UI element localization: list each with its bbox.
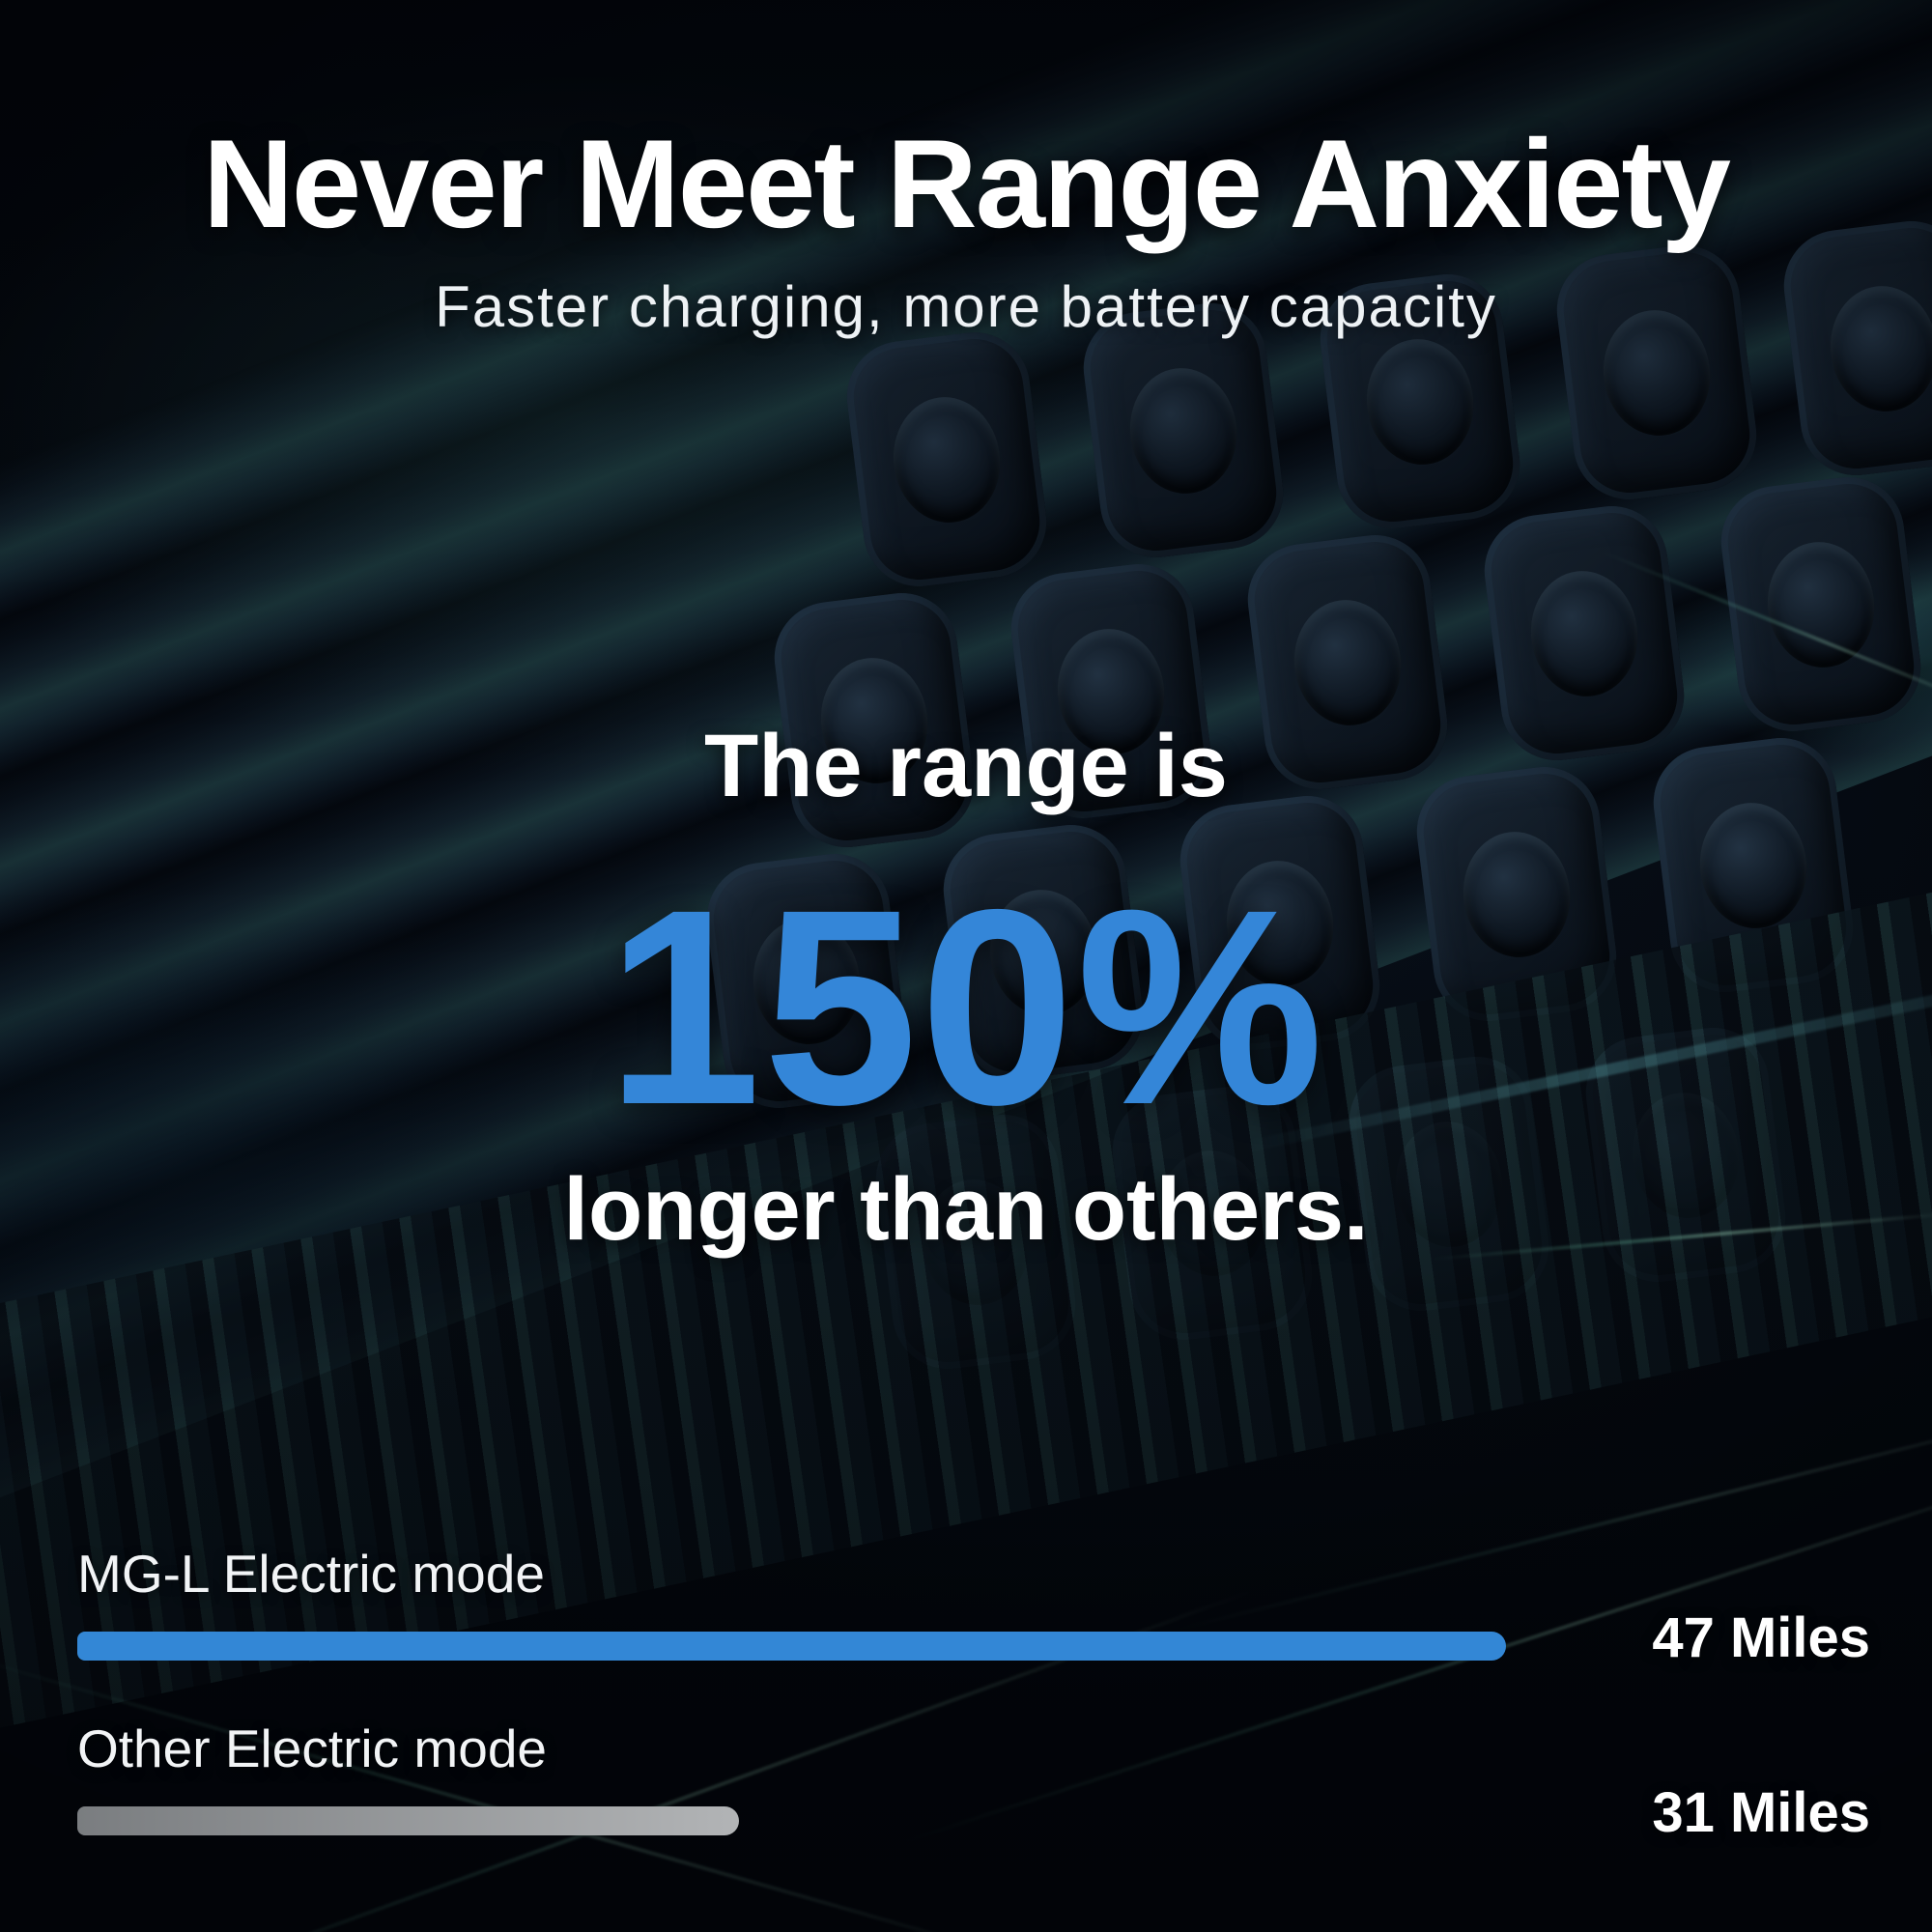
range-comparison-chart: MG-L Electric mode 47 Miles Other Electr… (77, 1548, 1870, 1849)
bar-mgl-electric (77, 1632, 1507, 1661)
page-subtitle: Faster charging, more battery capacity (435, 274, 1497, 339)
page-title: Never Meet Range Anxiety (203, 113, 1731, 254)
range-stat-block: The range is 150% longer than others. (0, 720, 1932, 1257)
bar-line: 31 Miles (77, 1785, 1870, 1849)
bar-line: 47 Miles (77, 1610, 1870, 1674)
bar-value-mgl: 47 Miles (1652, 1606, 1870, 1669)
comparison-row: MG-L Electric mode 47 Miles (77, 1548, 1870, 1674)
bar-other-electric (77, 1806, 739, 1835)
stat-trail-text: longer than others. (563, 1159, 1369, 1259)
comparison-row: Other Electric mode 31 Miles (77, 1722, 1870, 1849)
stat-lead-text: The range is (704, 717, 1228, 815)
hero-value: 150% (606, 851, 1326, 1163)
header: Never Meet Range Anxiety Faster charging… (0, 121, 1932, 340)
bar-label-other: Other Electric mode (77, 1719, 548, 1778)
bar-value-other: 31 Miles (1652, 1781, 1870, 1844)
bar-label-mgl: MG-L Electric mode (77, 1544, 545, 1604)
